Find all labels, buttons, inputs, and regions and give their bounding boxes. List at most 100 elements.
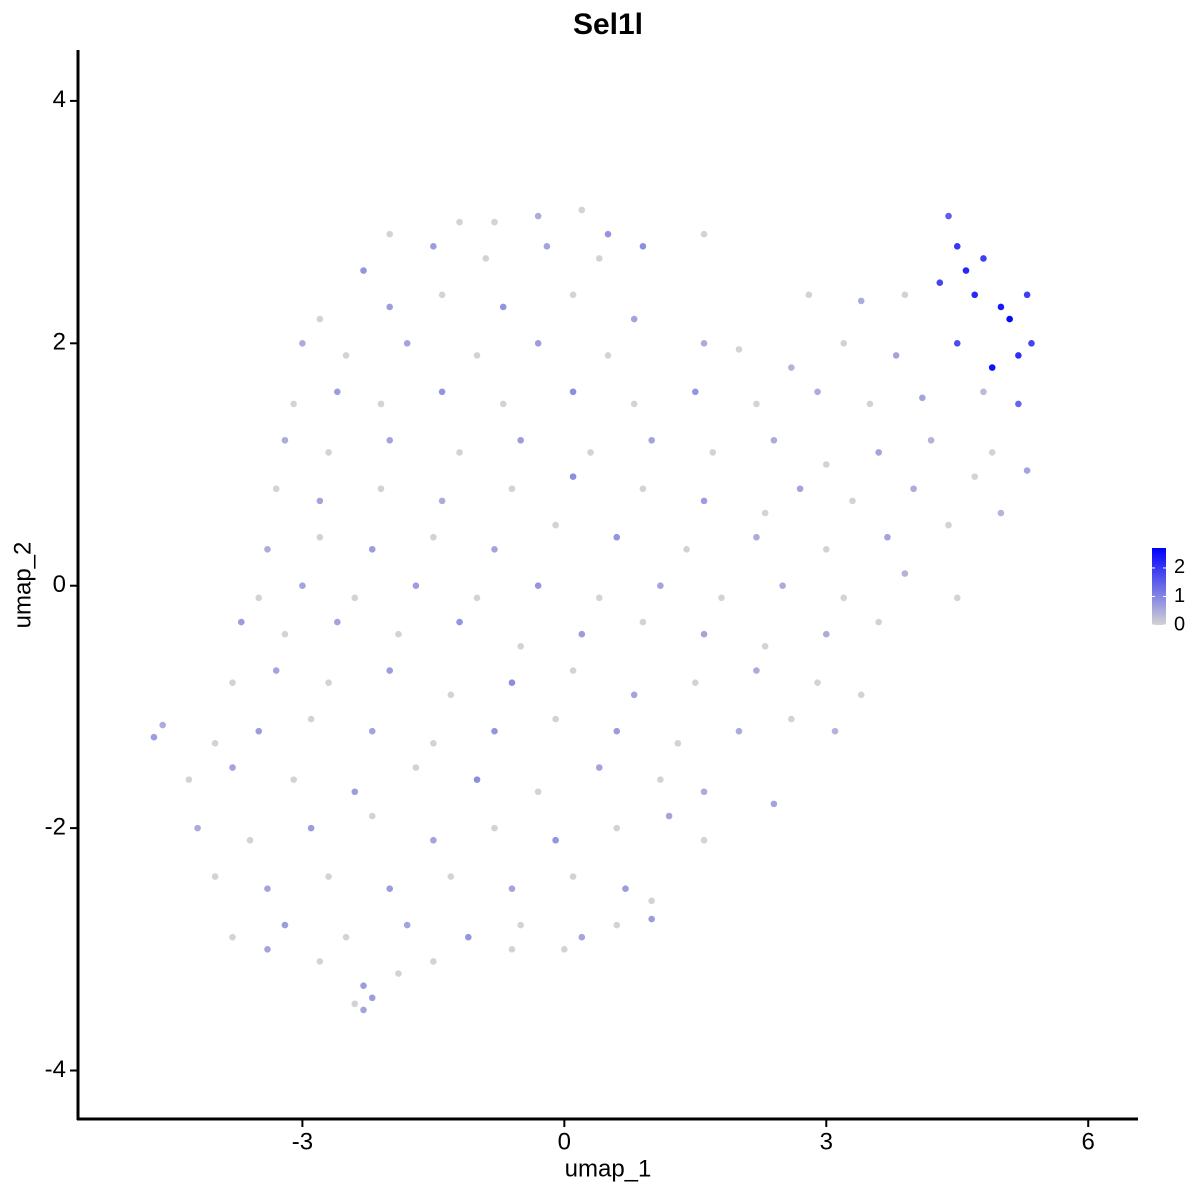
point [1023, 467, 1031, 474]
point [884, 533, 891, 541]
point [945, 212, 952, 220]
point [325, 679, 332, 686]
point [430, 739, 437, 747]
point [936, 279, 944, 287]
point [430, 958, 437, 965]
point [595, 764, 603, 771]
point [351, 1000, 359, 1008]
point [866, 400, 874, 408]
point [997, 303, 1005, 311]
point [211, 739, 219, 747]
point [377, 400, 385, 408]
point [395, 970, 402, 977]
point [307, 824, 315, 832]
y-tick-label: 2 [53, 329, 66, 356]
point [491, 218, 498, 226]
point [569, 291, 577, 299]
point [613, 921, 621, 929]
point [412, 764, 420, 771]
point [299, 582, 306, 590]
point [395, 630, 402, 638]
point [639, 618, 647, 626]
point [438, 291, 446, 299]
point [368, 727, 376, 735]
point [255, 727, 263, 735]
point [700, 340, 708, 347]
point [403, 340, 411, 347]
point [622, 885, 629, 893]
point [1023, 291, 1031, 299]
point [412, 582, 420, 590]
point [386, 303, 394, 311]
point [552, 836, 559, 844]
point [368, 994, 376, 1002]
point [447, 873, 455, 880]
point [988, 364, 996, 371]
point [499, 400, 507, 408]
point [639, 243, 647, 250]
point [386, 885, 394, 893]
point [639, 485, 647, 493]
point [700, 497, 708, 505]
point [290, 400, 297, 408]
point [648, 915, 655, 923]
point [814, 679, 821, 686]
point [534, 340, 542, 347]
point [735, 346, 743, 353]
point [255, 594, 263, 602]
point [316, 497, 324, 505]
point [534, 788, 542, 796]
point [613, 533, 621, 541]
point [368, 812, 376, 820]
point [657, 582, 664, 590]
point [630, 315, 638, 323]
point [849, 497, 856, 505]
point [901, 570, 909, 577]
point [334, 618, 341, 626]
point [386, 436, 394, 444]
x-tick-label: -3 [292, 1128, 313, 1155]
point [919, 394, 926, 402]
point [552, 715, 559, 723]
point [901, 291, 909, 299]
point [342, 352, 350, 359]
colorbar-tick-label: 1 [1174, 585, 1185, 607]
point [517, 921, 524, 929]
point [569, 873, 577, 880]
point [281, 436, 289, 444]
x-axis-label: umap_1 [565, 1155, 652, 1182]
point [604, 230, 612, 238]
point [683, 546, 690, 553]
point [665, 812, 673, 820]
point [718, 594, 725, 602]
point [299, 340, 306, 347]
point [325, 449, 332, 456]
point [456, 449, 463, 456]
point [517, 436, 524, 444]
point [543, 243, 551, 250]
point [980, 255, 987, 262]
point [159, 721, 166, 729]
point [430, 243, 437, 250]
point [770, 800, 778, 808]
point [386, 230, 394, 238]
point [822, 546, 830, 553]
point [508, 946, 516, 953]
chart-title: Sel1l [573, 8, 643, 41]
point [272, 667, 280, 674]
colorbar-tick-label: 2 [1174, 556, 1185, 578]
point [290, 776, 297, 783]
point [761, 509, 769, 517]
point [368, 546, 376, 553]
point [692, 388, 699, 396]
point [491, 727, 498, 735]
point [473, 594, 481, 602]
point [517, 643, 524, 650]
point [988, 449, 996, 456]
point [840, 594, 848, 602]
point [604, 352, 612, 359]
point [753, 667, 760, 674]
point [595, 255, 603, 262]
point [700, 630, 708, 638]
point [788, 715, 795, 723]
